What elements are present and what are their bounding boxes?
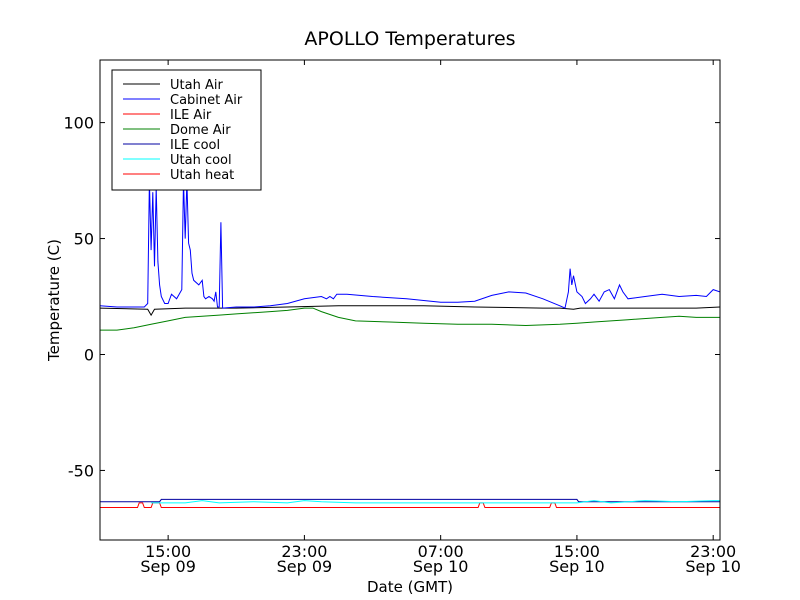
series-layer — [100, 180, 720, 508]
x-axis-label: Date (GMT) — [367, 578, 453, 596]
chart-title: APOLLO Temperatures — [304, 28, 515, 50]
x-tick-label-date: Sep 10 — [413, 557, 469, 576]
x-tick-label-time: 07:00 — [418, 542, 464, 561]
x-tick-label-date: Sep 10 — [685, 557, 741, 576]
x-tick-label-date: Sep 10 — [549, 557, 605, 576]
y-axis: 100 50 0 -50 — [63, 114, 720, 480]
series-line-utah-air — [100, 305, 720, 317]
series-line-cabinet-air — [100, 180, 720, 309]
legend-box — [111, 69, 262, 191]
x-tick-label-date: Sep 09 — [277, 557, 333, 576]
x-tick-label-date: Sep 09 — [140, 557, 196, 576]
x-tick-label-time: 23:00 — [690, 542, 736, 561]
legend-label: ILE Air — [170, 108, 212, 123]
x-tick-label-time: 15:00 — [145, 542, 191, 561]
legend-label: Utah heat — [170, 168, 234, 183]
y-tick-label: -50 — [68, 461, 94, 480]
y-tick-label: 50 — [74, 230, 94, 249]
series-line-dome-air — [100, 307, 720, 331]
x-tick-label-time: 15:00 — [554, 542, 600, 561]
legend-label: Utah Air — [170, 78, 223, 93]
legend-label: ILE cool — [170, 138, 220, 153]
legend-label: Cabinet Air — [170, 93, 243, 108]
legend-label: Utah cool — [170, 153, 232, 168]
series-line-utah-cool — [151, 500, 720, 504]
y-tick-label: 100 — [63, 114, 94, 133]
legend-label: Dome Air — [170, 123, 231, 138]
plot-frame — [99, 59, 721, 541]
x-tick-label-time: 23:00 — [281, 542, 327, 561]
y-axis-label: Temperature (C) — [45, 239, 63, 362]
y-tick-label: 0 — [84, 345, 94, 364]
